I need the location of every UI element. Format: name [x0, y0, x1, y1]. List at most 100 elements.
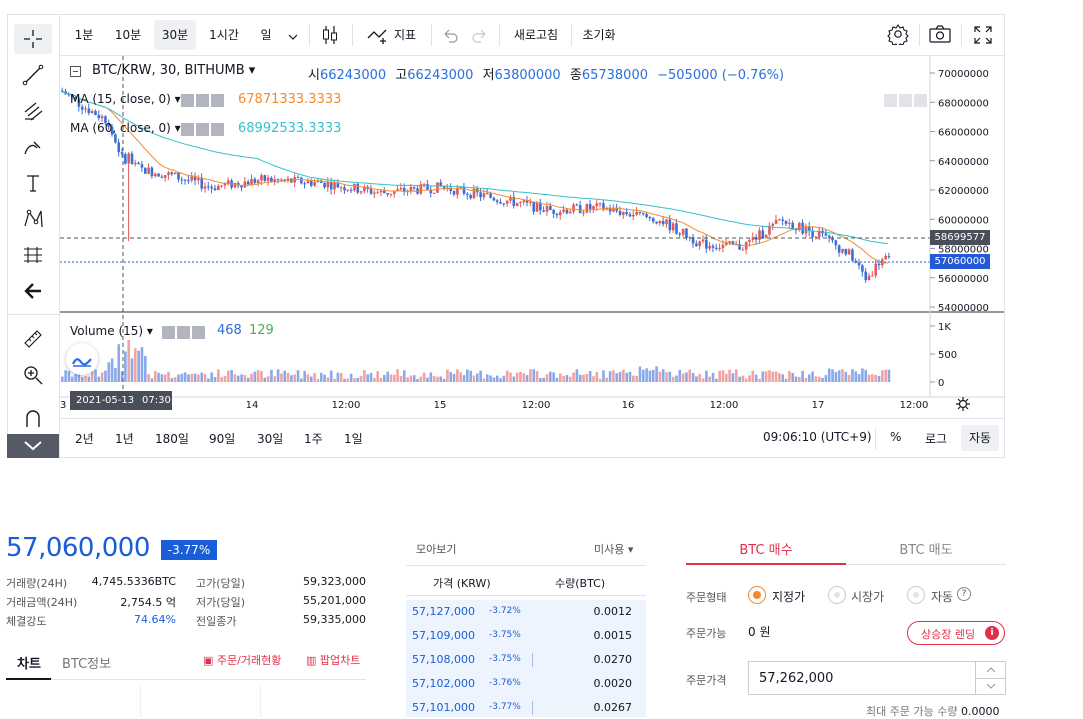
refresh-button[interactable]: 새로고침 — [513, 28, 559, 42]
tab-buy-underline — [686, 563, 846, 565]
undo-icon[interactable] — [441, 26, 459, 48]
interval-30min[interactable]: 30분 — [154, 20, 196, 50]
orderbook-row[interactable]: 57,101,000 -3.77% 0.0267 — [406, 696, 646, 717]
ma15-legend[interactable]: MA (15, close, 0) ▾ — [70, 92, 181, 106]
volume-bar — [127, 340, 130, 382]
settings-icon[interactable] — [177, 326, 190, 339]
interval-10min[interactable]: 10분 — [114, 28, 142, 42]
ruler-icon[interactable] — [14, 324, 52, 354]
fullscreen-icon[interactable] — [973, 25, 993, 49]
close-icon[interactable] — [914, 94, 927, 107]
close-icon[interactable] — [211, 94, 224, 107]
radio-auto[interactable] — [907, 586, 925, 604]
orderbook-row[interactable]: 57,109,000 -3.75% 0.0015 — [406, 624, 646, 648]
eye-icon[interactable] — [181, 123, 194, 136]
range-2y[interactable]: 2년 — [75, 432, 94, 446]
help-icon[interactable]: ? — [957, 587, 971, 601]
reset-button[interactable]: 초기화 — [582, 28, 616, 42]
brush-icon[interactable] — [14, 132, 52, 162]
radio-auto-label: 자동 — [931, 590, 954, 604]
range-1d[interactable]: 1일 — [344, 432, 363, 446]
candle-body — [349, 189, 353, 191]
volume-bar — [134, 348, 137, 382]
candle-body — [655, 221, 658, 224]
lending-button[interactable]: 상승장 렌딩 i — [907, 621, 1005, 645]
eye-icon[interactable] — [181, 94, 194, 107]
range-180d[interactable]: 180일 — [155, 432, 189, 446]
candle-body — [210, 186, 213, 189]
price-input[interactable]: 57,262,000 — [748, 661, 1006, 695]
volume-bar — [485, 374, 489, 382]
tab-chart[interactable]: 차트 — [17, 657, 41, 672]
tab-buy[interactable]: BTC 매수 — [739, 543, 793, 558]
range-1w[interactable]: 1주 — [304, 432, 323, 446]
range-30d[interactable]: 30일 — [257, 432, 284, 446]
interval-1min[interactable]: 1분 — [74, 28, 94, 42]
camera-icon[interactable] — [928, 24, 952, 48]
percent-toggle[interactable]: % — [890, 430, 902, 444]
arrow-left-icon[interactable] — [14, 276, 52, 306]
candle-body — [877, 263, 881, 266]
orderbook-row[interactable]: 57,102,000 -3.76% 0.0020 — [406, 672, 646, 696]
interval-day[interactable]: 일 — [260, 28, 272, 42]
indicator-button[interactable]: 지표 — [366, 20, 422, 50]
radio-limit[interactable] — [748, 586, 766, 604]
measure-range-icon[interactable] — [14, 240, 52, 270]
eye-icon[interactable] — [884, 94, 897, 107]
legend-collapse-icon[interactable] — [70, 66, 81, 77]
zoom-in-icon[interactable] — [14, 360, 52, 390]
pattern-icon[interactable] — [14, 204, 52, 234]
eye-icon[interactable] — [162, 326, 175, 339]
chevron-down-icon[interactable] — [286, 28, 300, 47]
radio-market[interactable] — [828, 586, 846, 604]
text-tool-icon[interactable] — [14, 168, 52, 198]
candle-body — [817, 230, 821, 238]
log-toggle[interactable]: 로그 — [925, 432, 948, 446]
time-tick-label: 13 — [60, 400, 66, 411]
volume-bar — [429, 372, 433, 382]
volume-bar — [150, 378, 154, 382]
volume-bar — [515, 372, 519, 382]
redo-icon[interactable] — [471, 26, 489, 48]
candlestick-icon[interactable] — [320, 24, 340, 50]
settings-gear-icon[interactable] — [887, 23, 909, 49]
candle-body — [343, 187, 346, 191]
trend-line-icon[interactable] — [14, 60, 52, 90]
price-decrement-button[interactable] — [976, 679, 1006, 694]
candle-body — [854, 260, 858, 263]
go-to-date-icon[interactable] — [955, 396, 971, 416]
orderbook-row[interactable]: 57,108,000 -3.75% 0.0270 — [406, 648, 646, 672]
orderbook-row[interactable]: 57,127,000 -3.72% 0.0012 — [406, 600, 646, 624]
candle-body — [505, 200, 509, 204]
crosshair-icon[interactable] — [14, 24, 52, 54]
orderbook-mode-select[interactable]: 미사용 ▾ — [594, 543, 634, 556]
ma60-legend[interactable]: MA (60, close, 0) ▾ — [70, 121, 181, 135]
volume-bar — [784, 378, 788, 382]
order-history-link[interactable]: ▣ 주문/거래현황 — [203, 652, 281, 668]
settings-icon[interactable] — [196, 94, 209, 107]
magnet-icon[interactable] — [14, 406, 52, 430]
candle-body — [851, 249, 854, 261]
pitchfork-icon[interactable] — [14, 96, 52, 126]
tab-sell[interactable]: BTC 매도 — [899, 543, 953, 558]
candle-body — [462, 187, 466, 194]
interval-1hour[interactable]: 1시간 — [209, 28, 239, 42]
close-icon[interactable] — [192, 326, 205, 339]
volume-legend[interactable]: Volume (15) ▾ — [70, 324, 153, 338]
candle-body — [319, 180, 323, 183]
settings-icon[interactable] — [899, 94, 912, 107]
price-chart[interactable]: 70000000 68000000 66000000 64000000 62000000… — [60, 56, 1004, 418]
price-increment-button[interactable] — [976, 662, 1006, 679]
popup-chart-link[interactable]: ▥ 팝업차트 — [306, 652, 360, 668]
range-1y[interactable]: 1년 — [115, 432, 134, 446]
tab-btc-info[interactable]: BTC정보 — [62, 657, 112, 672]
volume-bar — [349, 373, 353, 382]
toolbar-collapse-button[interactable] — [7, 434, 59, 458]
close-icon[interactable] — [211, 123, 224, 136]
candle-body — [386, 193, 389, 195]
range-90d[interactable]: 90일 — [209, 432, 236, 446]
legend-symbol[interactable]: BTC/KRW, 30, BITHUMB ▾ — [92, 63, 256, 78]
candle-body — [153, 173, 157, 177]
auto-toggle[interactable]: 자동 — [961, 425, 999, 451]
settings-icon[interactable] — [196, 123, 209, 136]
